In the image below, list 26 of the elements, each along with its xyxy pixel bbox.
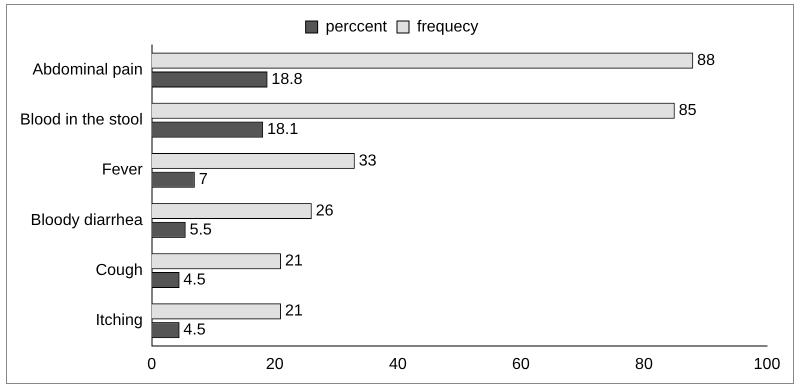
legend-label: perccent <box>326 18 388 36</box>
x-tick-label: 40 <box>388 356 407 373</box>
x-tick-label: 80 <box>635 356 653 373</box>
data-label: 33 <box>358 152 377 170</box>
y-tick-label: Blood in the stool <box>20 112 143 129</box>
data-label: 18.8 <box>271 70 303 88</box>
x-tick-label: 0 <box>147 356 156 373</box>
data-label: 5.5 <box>190 221 212 238</box>
legend-label: frequecy <box>417 18 478 36</box>
data-label: 7 <box>198 171 208 188</box>
data-label: 21 <box>284 302 303 320</box>
y-tick-label: Cough <box>96 262 143 280</box>
x-tick-label: 20 <box>266 356 284 373</box>
x-tick-label: 100 <box>754 356 780 373</box>
y-tick-label: Bloody diarrhea <box>30 212 143 229</box>
y-tick-label: Itching <box>96 312 143 330</box>
data-label: 85 <box>678 102 697 120</box>
x-tick-label: 60 <box>512 356 530 373</box>
data-label: 18.1 <box>267 121 298 138</box>
y-tick-label: Abdominal pain <box>32 61 143 78</box>
data-label: 4.5 <box>183 322 206 339</box>
data-label: 26 <box>316 202 334 220</box>
data-label: 21 <box>284 252 303 270</box>
data-label: 88 <box>697 52 716 70</box>
data-label: 4.5 <box>183 271 206 288</box>
y-tick-label: Fever <box>102 162 144 179</box>
